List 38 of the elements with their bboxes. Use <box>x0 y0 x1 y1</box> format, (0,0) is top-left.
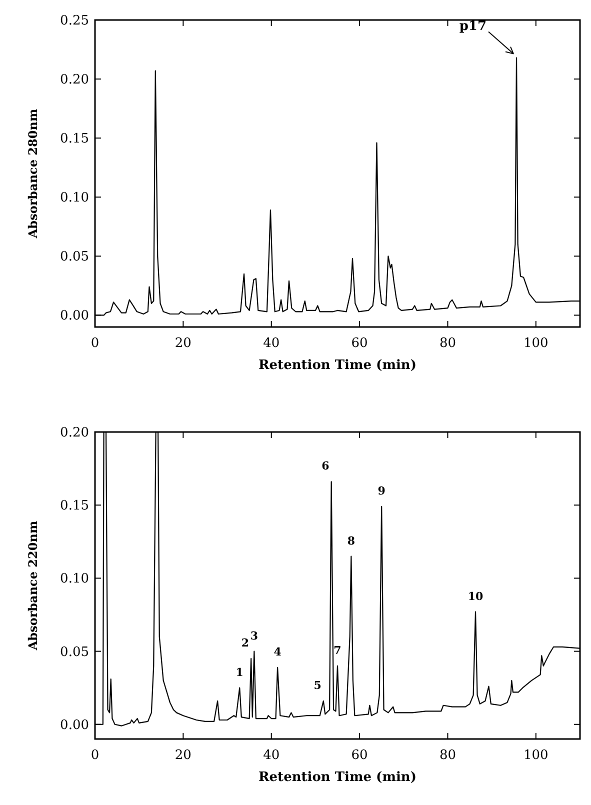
annotation: 6 <box>322 460 330 473</box>
y-tick-label: 0.00 <box>60 718 89 733</box>
annotation: 9 <box>378 484 386 498</box>
annotation: 1 <box>236 666 244 679</box>
annotation: 3 <box>250 629 258 642</box>
x-tick-label: 60 <box>351 336 368 351</box>
annotation: 5 <box>314 678 322 692</box>
x-tick-label: 40 <box>263 336 280 351</box>
x-tick-label: 100 <box>523 336 548 351</box>
y-tick-label: 0.05 <box>60 644 89 660</box>
y-axis-title: Absorbance 280nm <box>26 108 40 240</box>
annotation: 4 <box>274 645 282 658</box>
x-tick-label: 80 <box>439 748 456 763</box>
y-tick-label: 0.20 <box>60 426 89 441</box>
x-axis-title: Retention Time (min) <box>258 770 417 785</box>
y-tick-label: 0.00 <box>60 308 89 324</box>
x-tick-label: 100 <box>523 748 548 763</box>
y-tick-label: 0.20 <box>60 72 89 88</box>
y-tick-label: 0.10 <box>60 190 89 206</box>
y-tick-label: 0.25 <box>60 14 89 29</box>
annotation: p17 <box>459 18 487 34</box>
x-tick-label: 20 <box>174 336 192 351</box>
x-axis-title: Retention Time (min) <box>258 358 417 373</box>
y-axis-title: Absorbance 220nm <box>26 520 40 652</box>
x-tick-label: 60 <box>351 748 368 763</box>
annotation: 7 <box>334 644 342 657</box>
y-tick-label: 0.15 <box>60 498 89 514</box>
y-tick-label: 0.15 <box>60 132 89 147</box>
x-tick-label: 80 <box>439 336 456 351</box>
annotation: 8 <box>347 534 356 548</box>
annotation: 2 <box>241 636 250 650</box>
x-tick-label: 20 <box>174 748 192 763</box>
x-tick-label: 0 <box>90 748 100 763</box>
annotation: 10 <box>468 590 484 603</box>
x-tick-label: 0 <box>90 336 100 351</box>
x-tick-label: 40 <box>263 748 280 763</box>
y-tick-label: 0.10 <box>60 572 89 587</box>
y-tick-label: 0.05 <box>60 250 89 265</box>
